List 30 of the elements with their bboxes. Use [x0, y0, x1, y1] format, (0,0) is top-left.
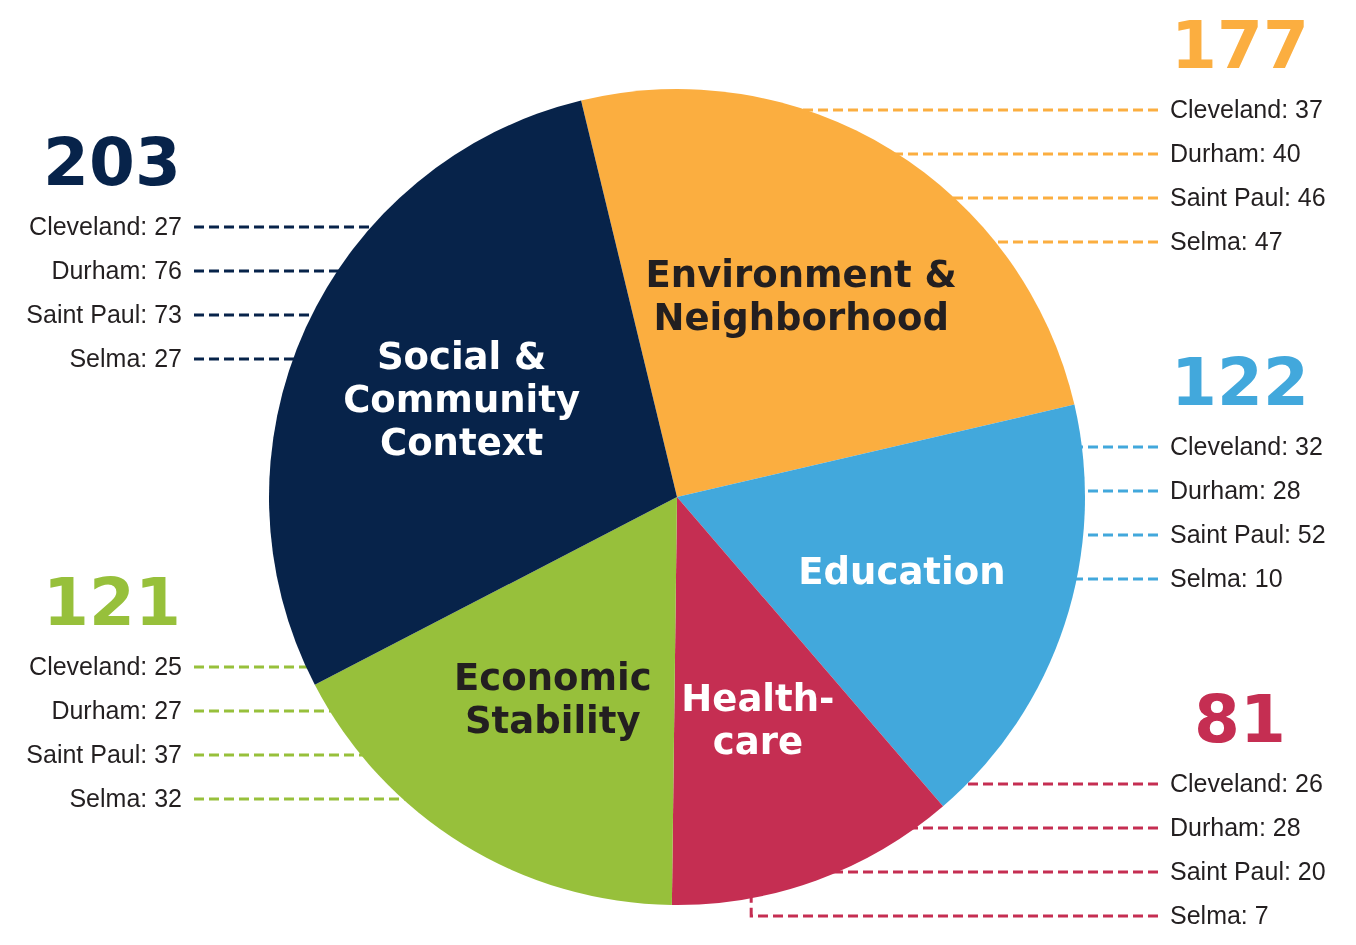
data-label: 121: [43, 564, 181, 641]
slice-label: Economic Stability: [454, 655, 652, 742]
text: Durham: 28: [1170, 813, 1301, 841]
text: Selma: 32: [69, 784, 182, 812]
legend-label: Social & Community Context: [343, 334, 581, 464]
slice-label: Environment & Neighborhood: [645, 253, 957, 340]
data-label: 81: [1194, 681, 1286, 758]
data-label: 122: [1171, 344, 1309, 421]
text: Selma: 27: [69, 344, 182, 372]
text: Saint Paul: 46: [1170, 183, 1326, 211]
text: Cleveland: 25: [29, 652, 182, 680]
slice-label: Education: [798, 549, 1006, 593]
data-label: 203: [43, 124, 181, 201]
text: Saint Paul: 37: [26, 740, 182, 768]
text: Saint Paul: 52: [1170, 520, 1326, 548]
text: Cleveland: 32: [1170, 432, 1323, 460]
slice-label: Health-care: [681, 676, 835, 763]
text: Durham: 28: [1170, 476, 1301, 504]
text: Selma: 10: [1170, 564, 1283, 592]
text: Cleveland: 27: [29, 212, 182, 240]
text: Cleveland: 26: [1170, 769, 1323, 797]
text: Durham: 40: [1170, 139, 1301, 167]
text: Saint Paul: 20: [1170, 857, 1326, 885]
text: Selma: 47: [1170, 227, 1283, 255]
data-label: 177: [1171, 7, 1309, 84]
text: Saint Paul: 73: [26, 300, 182, 328]
text: Cleveland: 37: [1170, 95, 1323, 123]
text: Selma: 7: [1170, 901, 1269, 929]
text: Durham: 27: [51, 696, 182, 724]
text: Durham: 76: [51, 256, 182, 284]
